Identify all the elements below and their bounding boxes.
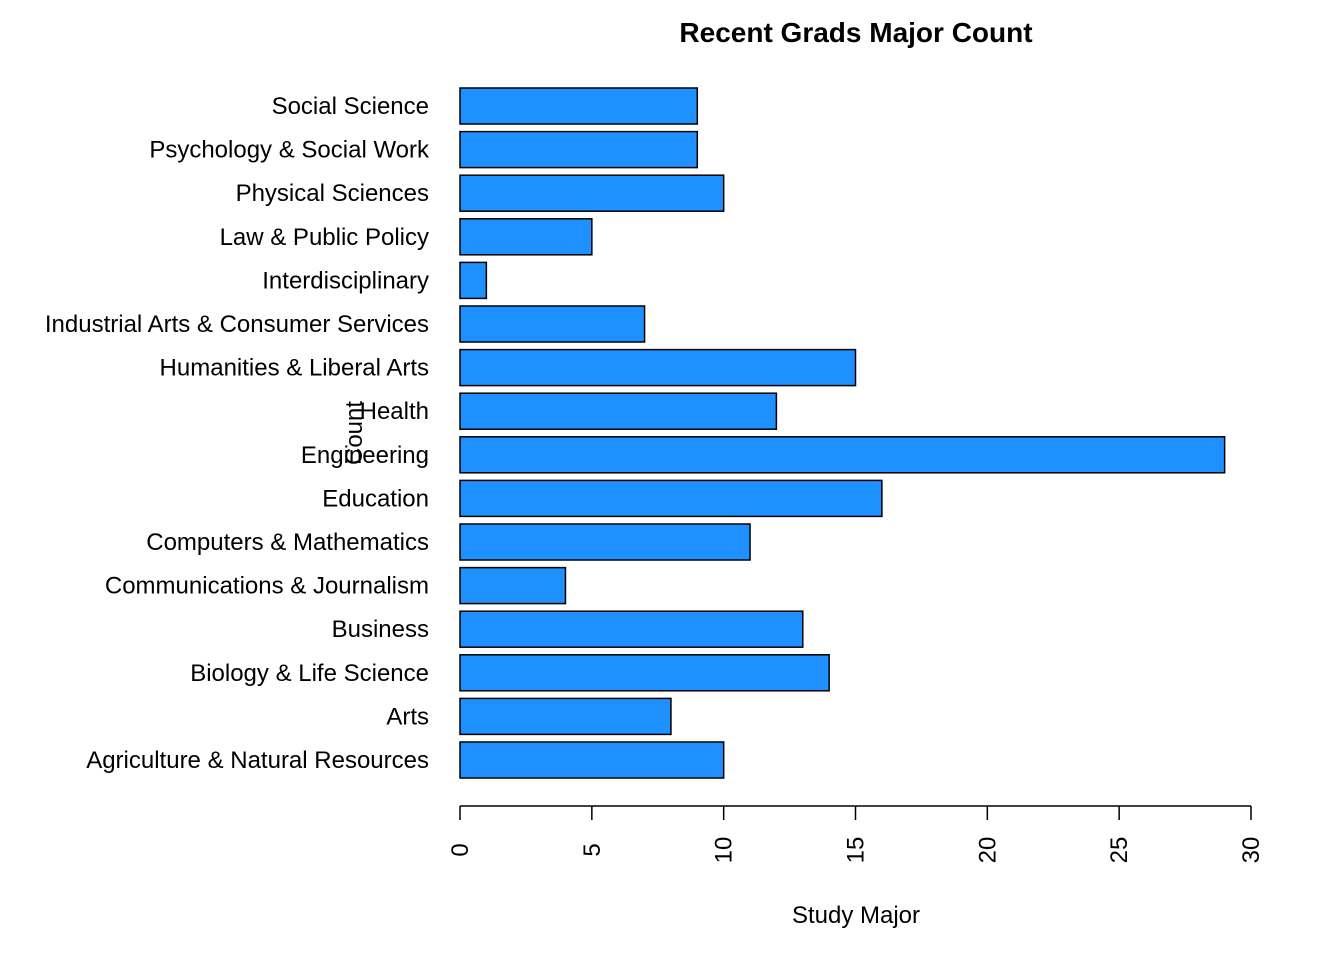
x-tick-label: 20	[974, 837, 1001, 864]
category-label: Health	[360, 398, 429, 425]
category-label: Arts	[386, 703, 429, 730]
bar-social-science	[459, 87, 699, 125]
category-label: Communications & Journalism	[105, 573, 429, 600]
bar-arts	[459, 697, 672, 736]
category-labels: Agriculture & Natural Resources Arts Biolo…	[45, 93, 430, 774]
bar-computers-mathematics	[459, 523, 751, 561]
x-tick-label: 10	[711, 837, 738, 864]
category-label: Industrial Arts & Consumer Services	[45, 311, 429, 338]
bar-business	[459, 610, 804, 648]
category-label: Biology & Life Science	[190, 660, 429, 687]
category-label: Education	[322, 485, 429, 512]
x-tick-label: 25	[1106, 837, 1133, 864]
category-label: Business	[332, 616, 429, 643]
x-tick-label: 30	[1238, 837, 1265, 864]
bar-psychology-social-work	[459, 130, 699, 169]
bar-health	[459, 392, 778, 430]
bar-interdisciplinary	[459, 261, 488, 300]
x-axis-label: Study Major	[792, 902, 920, 929]
category-label: Psychology & Social Work	[149, 137, 430, 164]
bar-law-public-policy	[459, 218, 593, 256]
bars-group	[459, 87, 1226, 779]
bar-humanities-liberal-arts	[459, 348, 857, 387]
category-label: Physical Sciences	[236, 180, 429, 207]
category-label: Agriculture & Natural Resources	[86, 747, 429, 774]
bar-agriculture-natural-resources	[459, 741, 725, 779]
category-label: Engineering	[301, 442, 429, 469]
category-label: Interdisciplinary	[262, 267, 429, 294]
bar-industrial-arts-consumer-services	[459, 305, 646, 343]
x-tick-label: 0	[447, 843, 474, 856]
bar-biology-life-science	[459, 654, 830, 692]
category-label: Computers & Mathematics	[146, 529, 429, 556]
bar-engineering	[459, 436, 1226, 474]
x-tick-label: 5	[579, 843, 606, 856]
bar-education	[459, 479, 883, 518]
category-label: Law & Public Policy	[220, 224, 429, 251]
x-axis: 0 5 10 15 20 25 30	[447, 805, 1265, 864]
bar-communications-journalism	[459, 566, 567, 605]
chart-title: Recent Grads Major Count	[679, 17, 1032, 48]
category-label: Social Science	[272, 93, 429, 120]
x-tick-label: 15	[843, 837, 870, 864]
bar-physical-sciences	[459, 174, 725, 212]
y-axis-label: Count	[341, 401, 368, 465]
category-label: Humanities & Liberal Arts	[160, 355, 429, 382]
